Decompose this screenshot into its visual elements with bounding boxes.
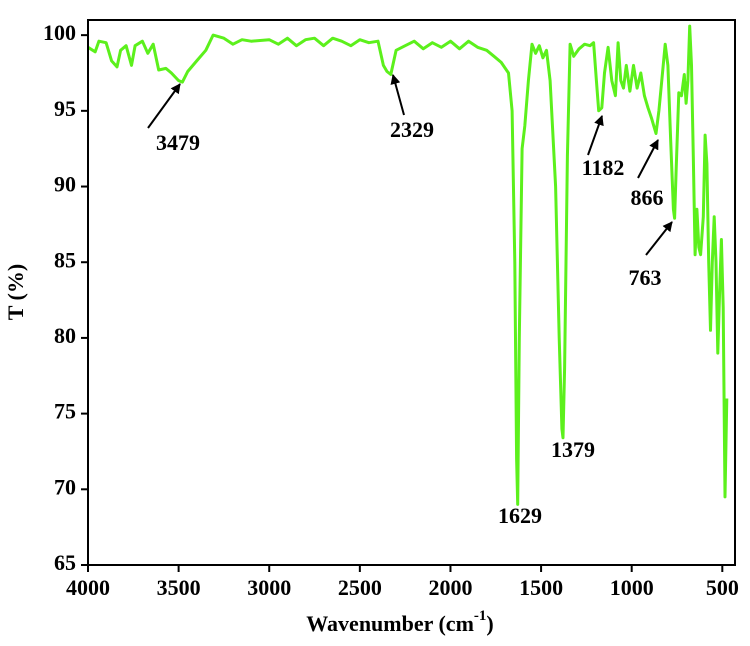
y-axis-label: T (%): [3, 264, 28, 320]
peak-label: 2329: [390, 117, 434, 142]
y-tick-label: 85: [54, 247, 76, 272]
x-tick-label: 3500: [157, 575, 201, 600]
x-tick-label: 2000: [428, 575, 472, 600]
peak-label: 866: [631, 185, 664, 210]
y-tick-label: 80: [54, 323, 76, 348]
peak-label: 1629: [498, 503, 542, 528]
y-tick-label: 100: [43, 20, 76, 45]
peak-arrow: [147, 83, 181, 129]
peak-arrow: [587, 115, 604, 156]
peak-arrow: [645, 221, 673, 256]
y-tick-label: 90: [54, 172, 76, 197]
plot-frame: [87, 19, 736, 566]
y-tick-label: 75: [54, 399, 76, 424]
y-tick-label: 95: [54, 96, 76, 121]
x-tick-label: 4000: [66, 575, 110, 600]
y-tick-label: 70: [54, 474, 76, 499]
peak-arrow: [390, 74, 405, 116]
x-tick-label: 1000: [610, 575, 654, 600]
peak-label: 1379: [551, 437, 595, 462]
x-tick-label: 500: [706, 575, 739, 600]
x-tick-label: 3000: [247, 575, 291, 600]
x-tick-label: 2500: [338, 575, 382, 600]
x-tick-label: 1500: [519, 575, 563, 600]
y-tick-label: 65: [54, 550, 76, 575]
peak-label: 3479: [156, 130, 200, 155]
x-axis-label: Wavenumber (cm-1): [306, 608, 493, 636]
peak-label: 1182: [582, 155, 625, 180]
spectrum-line: [87, 24, 729, 506]
peak-arrow: [637, 139, 659, 179]
peak-label: 763: [629, 265, 662, 290]
